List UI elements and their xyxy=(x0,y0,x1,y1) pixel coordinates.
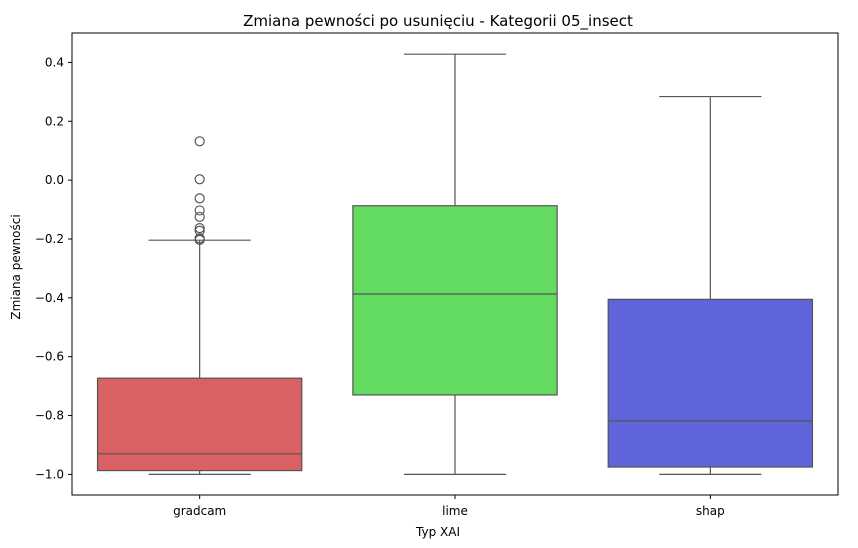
box-shap xyxy=(607,298,814,468)
y-tick-label: 0.0 xyxy=(45,173,64,187)
y-tick-label: −0.6 xyxy=(35,350,64,364)
y-tick-label: −0.2 xyxy=(35,232,64,246)
x-tick-label: shap xyxy=(696,504,725,518)
x-axis-label: Typ XAI xyxy=(415,525,460,539)
outlier-point xyxy=(194,222,205,234)
y-tick-label: 0.4 xyxy=(45,55,64,69)
outlier-point xyxy=(194,205,205,216)
plot-area: 0.4 0.2 0.0 −0.2 −0.4 −0.6 −0.8 −1.0 gradcam lime… xyxy=(35,32,839,518)
outlier-point xyxy=(194,136,205,147)
x-tick-label: gradcam xyxy=(173,504,226,518)
y-tick-label: −0.4 xyxy=(35,291,64,305)
y-tick-label: 0.2 xyxy=(45,114,64,128)
box-lime xyxy=(352,205,558,396)
y-tick-label: −0.8 xyxy=(35,409,64,423)
y-tick-label: −1.0 xyxy=(35,467,64,481)
chart-title: Zmiana pewności po usunięciu - Kategorii… xyxy=(243,12,633,31)
outlier-point xyxy=(194,174,205,185)
outlier-point xyxy=(194,193,205,204)
y-axis-label: Zmiana pewności xyxy=(9,214,23,319)
outlier-point xyxy=(194,211,205,223)
outlier-point xyxy=(194,234,205,245)
x-tick-label: lime xyxy=(442,504,468,518)
box-gradcam xyxy=(96,377,303,472)
